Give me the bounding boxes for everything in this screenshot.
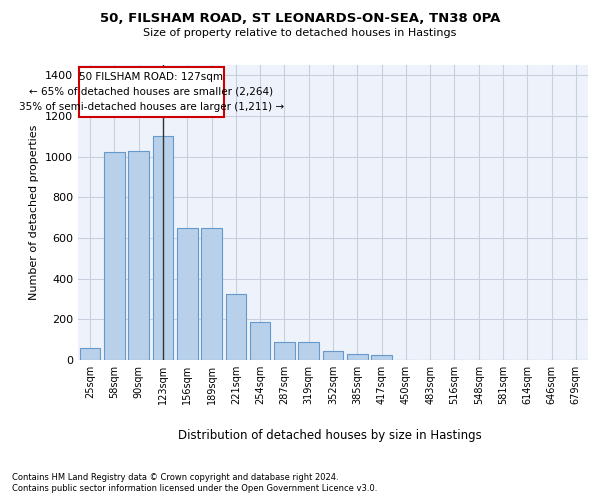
Y-axis label: Number of detached properties: Number of detached properties [29, 125, 40, 300]
Bar [201, 228, 222, 360]
Text: 50, FILSHAM ROAD, ST LEONARDS-ON-SEA, TN38 0PA: 50, FILSHAM ROAD, ST LEONARDS-ON-SEA, TN… [100, 12, 500, 26]
Bar [226, 294, 246, 360]
Text: 50 FILSHAM ROAD: 127sqm: 50 FILSHAM ROAD: 127sqm [79, 72, 223, 82]
Text: ← 65% of detached houses are smaller (2,264): ← 65% of detached houses are smaller (2,… [29, 87, 274, 97]
Bar [250, 322, 271, 360]
Text: Contains public sector information licensed under the Open Government Licence v3: Contains public sector information licen… [12, 484, 377, 493]
Bar [104, 152, 125, 360]
Bar [298, 342, 319, 360]
Bar [80, 348, 100, 360]
Bar [371, 355, 392, 360]
Text: Contains HM Land Registry data © Crown copyright and database right 2024.: Contains HM Land Registry data © Crown c… [12, 472, 338, 482]
Bar [177, 228, 197, 360]
Text: 35% of semi-detached houses are larger (1,211) →: 35% of semi-detached houses are larger (… [19, 102, 284, 112]
Text: Distribution of detached houses by size in Hastings: Distribution of detached houses by size … [178, 428, 482, 442]
Bar [79, 67, 224, 117]
Bar [323, 351, 343, 360]
Text: Size of property relative to detached houses in Hastings: Size of property relative to detached ho… [143, 28, 457, 38]
Bar [152, 136, 173, 360]
Bar [347, 354, 368, 360]
Bar [128, 152, 149, 360]
Bar [274, 342, 295, 360]
